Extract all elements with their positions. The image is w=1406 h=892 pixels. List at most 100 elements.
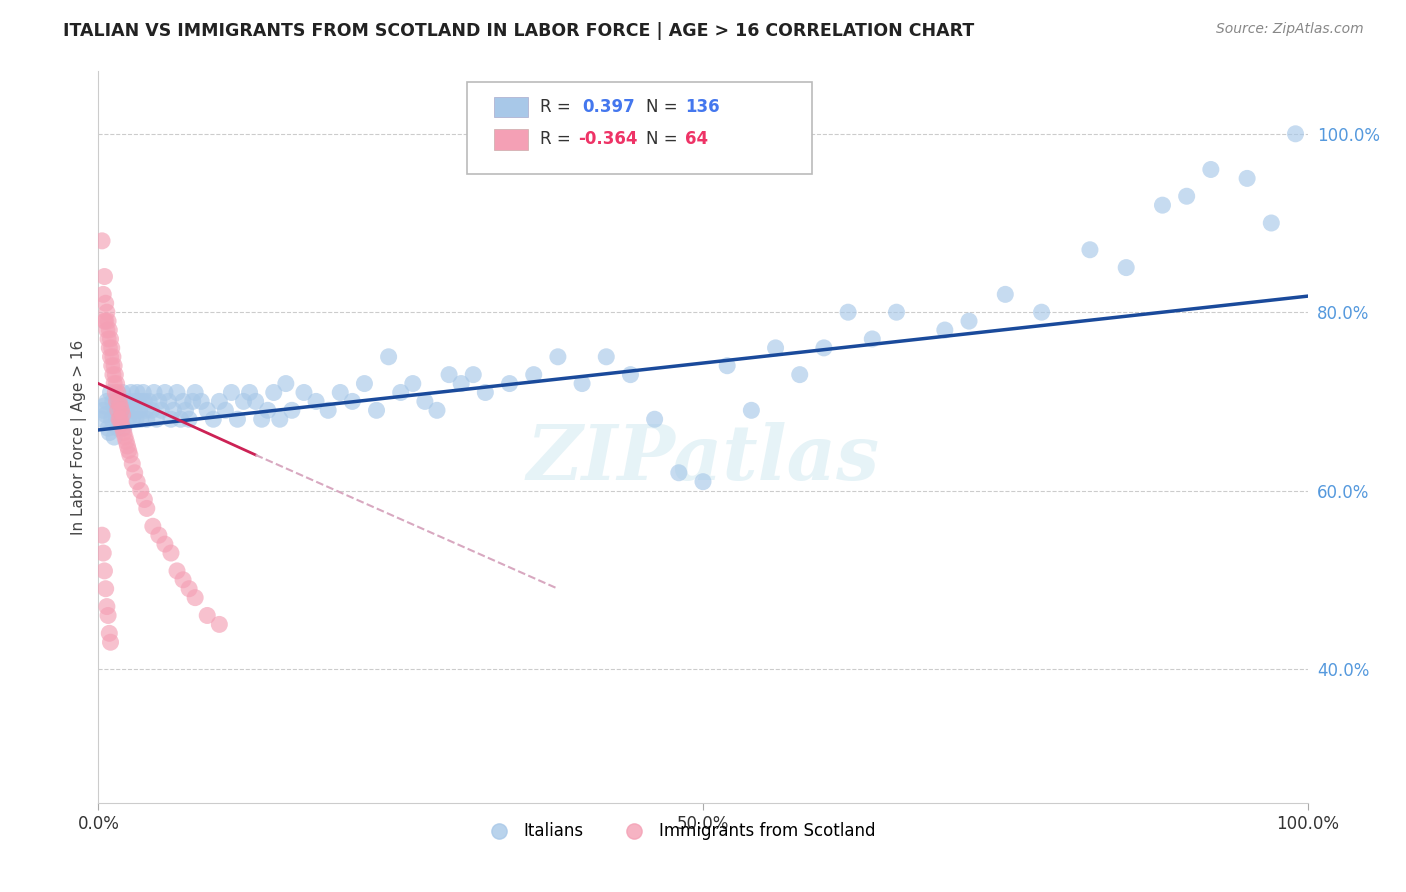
Point bbox=[813, 341, 835, 355]
Point bbox=[208, 617, 231, 632]
Point bbox=[111, 385, 134, 400]
Text: ITALIAN VS IMMIGRANTS FROM SCOTLAND IN LABOR FORCE | AGE > 16 CORRELATION CHART: ITALIAN VS IMMIGRANTS FROM SCOTLAND IN L… bbox=[63, 22, 974, 40]
Text: 64: 64 bbox=[685, 130, 709, 148]
Point bbox=[91, 412, 114, 426]
Point bbox=[127, 394, 149, 409]
Legend: Italians, Immigrants from Scotland: Italians, Immigrants from Scotland bbox=[475, 816, 882, 847]
Point bbox=[245, 394, 267, 409]
Point bbox=[1199, 162, 1222, 177]
Point bbox=[181, 394, 204, 409]
Point bbox=[221, 385, 243, 400]
Point bbox=[112, 421, 135, 435]
Point bbox=[195, 403, 218, 417]
Point bbox=[103, 359, 125, 373]
Point bbox=[105, 394, 128, 409]
Y-axis label: In Labor Force | Age > 16: In Labor Force | Age > 16 bbox=[72, 340, 87, 534]
Point bbox=[118, 403, 141, 417]
Point bbox=[450, 376, 472, 391]
Point bbox=[957, 314, 980, 328]
Point bbox=[101, 368, 124, 382]
Point bbox=[1115, 260, 1137, 275]
Point bbox=[195, 608, 218, 623]
Point bbox=[97, 332, 120, 346]
Point bbox=[104, 368, 127, 382]
Point bbox=[129, 483, 152, 498]
Point bbox=[104, 403, 127, 417]
Point bbox=[111, 408, 134, 422]
Point bbox=[115, 403, 138, 417]
Point bbox=[110, 403, 132, 417]
Point bbox=[132, 385, 155, 400]
Point bbox=[100, 350, 122, 364]
Point bbox=[127, 385, 149, 400]
Text: ZIPatlas: ZIPatlas bbox=[526, 422, 880, 496]
Point bbox=[114, 394, 136, 409]
Point bbox=[184, 385, 207, 400]
Point bbox=[105, 412, 128, 426]
Point bbox=[426, 403, 449, 417]
Point bbox=[94, 582, 117, 596]
Point bbox=[121, 457, 143, 471]
Point bbox=[98, 626, 121, 640]
Point bbox=[93, 269, 115, 284]
Point bbox=[124, 466, 146, 480]
Point bbox=[135, 403, 157, 417]
Point bbox=[100, 385, 122, 400]
Point bbox=[153, 537, 176, 551]
Point bbox=[103, 430, 125, 444]
Point bbox=[107, 403, 129, 417]
Point bbox=[100, 412, 122, 426]
Point bbox=[93, 314, 115, 328]
Point bbox=[740, 403, 762, 417]
Point bbox=[112, 425, 135, 440]
Point bbox=[128, 403, 150, 417]
Point bbox=[150, 403, 173, 417]
Point bbox=[118, 443, 141, 458]
Point bbox=[571, 376, 593, 391]
Point bbox=[716, 359, 738, 373]
Point bbox=[413, 394, 436, 409]
Point bbox=[1284, 127, 1306, 141]
Point bbox=[474, 385, 496, 400]
Point bbox=[166, 564, 188, 578]
Point bbox=[463, 368, 485, 382]
Point bbox=[595, 350, 617, 364]
Point bbox=[184, 591, 207, 605]
Point bbox=[93, 564, 115, 578]
Text: N =: N = bbox=[647, 98, 683, 116]
Point bbox=[292, 385, 315, 400]
Point bbox=[886, 305, 908, 319]
Point bbox=[96, 599, 118, 614]
Point bbox=[644, 412, 666, 426]
Point bbox=[108, 403, 131, 417]
Point bbox=[166, 385, 188, 400]
Point bbox=[121, 412, 143, 426]
Point bbox=[269, 412, 291, 426]
Point bbox=[108, 412, 131, 426]
FancyBboxPatch shape bbox=[467, 82, 811, 174]
Point bbox=[91, 528, 114, 542]
Point bbox=[402, 376, 425, 391]
Point bbox=[208, 394, 231, 409]
Point bbox=[160, 412, 183, 426]
Point bbox=[174, 403, 197, 417]
Point bbox=[837, 305, 859, 319]
Point bbox=[281, 403, 304, 417]
Point bbox=[789, 368, 811, 382]
Point bbox=[316, 403, 339, 417]
Point bbox=[138, 394, 160, 409]
Text: R =: R = bbox=[540, 130, 576, 148]
Point bbox=[117, 439, 139, 453]
Point bbox=[97, 314, 120, 328]
Point bbox=[692, 475, 714, 489]
Point bbox=[1236, 171, 1258, 186]
Point bbox=[145, 412, 167, 426]
Point bbox=[153, 385, 176, 400]
Point bbox=[98, 425, 121, 440]
Point bbox=[1260, 216, 1282, 230]
Point bbox=[765, 341, 787, 355]
Point bbox=[134, 492, 156, 507]
Point bbox=[1152, 198, 1174, 212]
Point bbox=[179, 412, 201, 426]
Point bbox=[100, 332, 122, 346]
